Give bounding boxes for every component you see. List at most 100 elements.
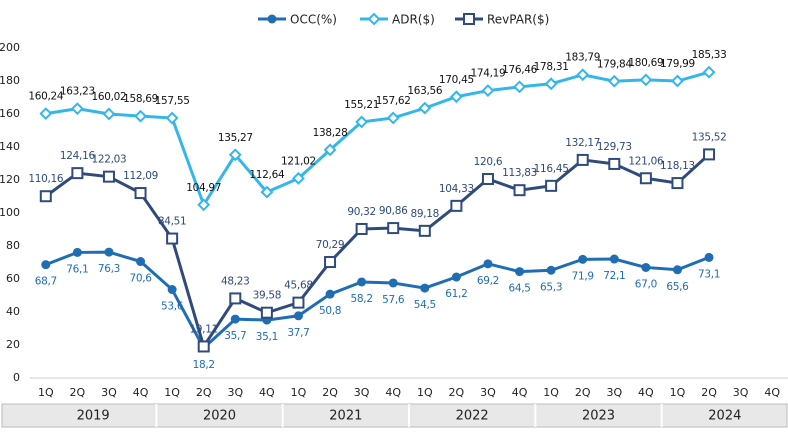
x-tick-label: 1Q	[38, 386, 54, 399]
marker	[513, 80, 526, 94]
marker	[702, 65, 716, 79]
year-row	[1, 403, 788, 428]
data-label: 163,56	[407, 85, 443, 97]
series-line	[45, 250, 710, 351]
x-tick-label: 3Q	[606, 386, 622, 399]
data-label: 18,2	[193, 359, 215, 371]
y-tick-label: 20	[6, 338, 20, 351]
data-label: 138,28	[313, 127, 348, 139]
data-label: 68,7	[35, 276, 57, 288]
data-label: 163,23	[60, 86, 95, 98]
marker	[267, 14, 277, 24]
legend-label: ADR($)	[392, 13, 435, 27]
marker	[449, 90, 463, 104]
data-label: 104,33	[439, 183, 474, 195]
data-label: 185,33	[692, 49, 727, 61]
marker	[386, 111, 400, 125]
data-label: 90,86	[379, 205, 408, 217]
year-label: 2021	[329, 409, 362, 424]
x-tick-label: 3Q	[480, 386, 496, 399]
data-label: 116,45	[534, 163, 569, 175]
data-label: 135,52	[692, 131, 727, 143]
marker	[293, 311, 303, 321]
x-tick-label: 1Q	[543, 386, 559, 399]
data-label: 124,16	[60, 150, 96, 162]
marker	[703, 148, 716, 161]
y-tick-label: 80	[6, 239, 20, 252]
x-tick-label: 3Q	[354, 386, 370, 399]
marker	[324, 256, 337, 269]
x-tick-label: 1Q	[164, 386, 180, 399]
marker	[355, 222, 368, 235]
series-line	[45, 70, 710, 209]
marker	[39, 107, 53, 121]
marker	[609, 254, 619, 264]
marker	[72, 247, 82, 257]
x-tick-label: 1Q	[670, 386, 686, 399]
marker	[41, 260, 51, 270]
data-label: 170,45	[439, 74, 474, 86]
x-tick-label: 3Q	[101, 386, 117, 399]
data-label: 35,7	[224, 330, 246, 342]
marker	[167, 285, 177, 295]
data-label: 53,6	[161, 301, 184, 313]
year-label: 2022	[456, 409, 489, 424]
marker	[357, 277, 367, 287]
data-label: 135,27	[218, 132, 253, 144]
marker	[71, 167, 84, 180]
x-tick-label: 3Q	[733, 386, 749, 399]
marker	[639, 172, 652, 185]
data-label: 50,8	[319, 305, 341, 317]
data-label: 160,24	[28, 91, 64, 103]
data-label: 112,09	[123, 170, 158, 182]
marker	[671, 74, 684, 88]
marker	[576, 153, 589, 166]
data-label: 45,68	[284, 280, 313, 292]
data-label: 73,1	[698, 268, 720, 280]
data-label: 129,73	[597, 141, 632, 153]
data-label: 71,9	[572, 270, 594, 282]
data-label: 176,46	[502, 64, 538, 76]
data-label: 70,29	[316, 239, 345, 251]
marker	[70, 102, 84, 116]
marker	[418, 101, 432, 115]
data-label: 122,03	[91, 154, 126, 166]
year-label: 2020	[203, 409, 236, 424]
data-label: 76,1	[66, 263, 88, 275]
marker	[230, 314, 240, 324]
marker	[136, 257, 146, 267]
marker	[639, 73, 653, 87]
marker	[515, 267, 525, 277]
marker	[481, 173, 494, 186]
x-tick-label: 2Q	[322, 386, 338, 399]
data-label: 183,79	[565, 52, 600, 64]
data-label: 54,5	[414, 299, 436, 311]
marker	[641, 262, 651, 272]
x-tick-label: 4Q	[512, 386, 528, 399]
data-label: 104,97	[186, 182, 221, 194]
x-tick-label: 4Q	[133, 386, 149, 399]
data-label: 90,32	[347, 206, 376, 218]
marker	[704, 252, 714, 262]
marker	[388, 278, 398, 288]
legend-item: ADR($)	[360, 13, 435, 27]
marker	[418, 224, 431, 237]
y-tick-label: 180	[0, 74, 20, 87]
marker	[420, 283, 430, 293]
marker	[323, 143, 337, 157]
marker	[134, 109, 147, 123]
data-label: 113,83	[502, 167, 537, 179]
data-label: 179,99	[660, 58, 695, 70]
marker	[197, 340, 210, 353]
data-label: 35,1	[256, 331, 278, 343]
marker	[367, 12, 381, 26]
marker	[104, 247, 114, 257]
x-tick-label: 2Q	[701, 386, 717, 399]
marker	[102, 170, 115, 183]
marker	[451, 272, 461, 282]
marker	[292, 296, 305, 309]
marker	[481, 84, 495, 98]
y-tick-label: 40	[6, 305, 20, 318]
y-tick-label: 0	[13, 371, 20, 384]
data-label: 155,21	[344, 99, 379, 111]
